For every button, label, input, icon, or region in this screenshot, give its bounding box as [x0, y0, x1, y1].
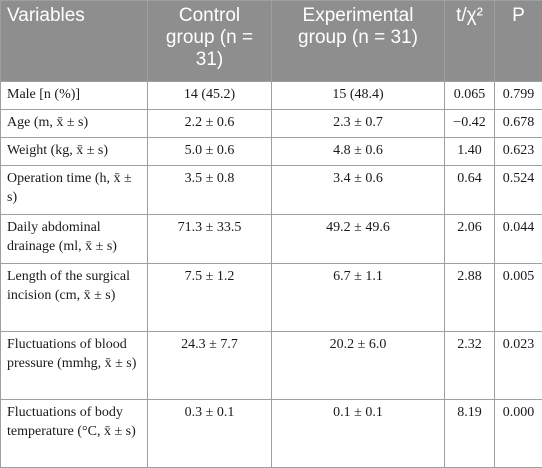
row-experimental-value: 20.2 ± 6.0 [272, 332, 445, 400]
row-variable: Fluctuations of blood pressure (mmhg, x̄… [1, 332, 148, 400]
row-control-value: 14 (45.2) [148, 82, 272, 110]
row-p-value: 0.000 [495, 400, 542, 468]
row-variable: Weight (kg, x̄ ± s) [1, 138, 148, 166]
table-row: Fluctuations of blood pressure (mmhg, x̄… [1, 332, 542, 400]
row-p-value: 0.044 [495, 215, 542, 264]
row-p-value: 0.678 [495, 110, 542, 138]
header-test-statistic: t/χ² [445, 1, 495, 82]
header-control-group: Control group (n = 31) [148, 1, 272, 82]
row-experimental-value: 49.2 ± 49.6 [272, 215, 445, 264]
table-row: Operation time (h, x̄ ± s) 3.5 ± 0.8 3.4… [1, 166, 542, 215]
row-experimental-value: 15 (48.4) [272, 82, 445, 110]
row-control-value: 0.3 ± 0.1 [148, 400, 272, 468]
table-row: Fluctuations of body temperature (°C, x̄… [1, 400, 542, 468]
row-control-value: 5.0 ± 0.6 [148, 138, 272, 166]
row-experimental-value: 3.4 ± 0.6 [272, 166, 445, 215]
row-variable: Age (m, x̄ ± s) [1, 110, 148, 138]
row-p-value: 0.799 [495, 82, 542, 110]
row-p-value: 0.623 [495, 138, 542, 166]
table-row: Male [n (%)] 14 (45.2) 15 (48.4) 0.065 0… [1, 82, 542, 110]
row-variable: Male [n (%)] [1, 82, 148, 110]
table-row: Weight (kg, x̄ ± s) 5.0 ± 0.6 4.8 ± 0.6 … [1, 138, 542, 166]
row-control-value: 24.3 ± 7.7 [148, 332, 272, 400]
row-p-value: 0.524 [495, 166, 542, 215]
row-test-statistic: −0.42 [445, 110, 495, 138]
header-experimental-group: Experimental group (n = 31) [272, 1, 445, 82]
row-test-statistic: 0.065 [445, 82, 495, 110]
header-p-value: P [495, 1, 542, 82]
row-variable: Operation time (h, x̄ ± s) [1, 166, 148, 215]
row-test-statistic: 2.06 [445, 215, 495, 264]
table-row: Length of the surgical incision (cm, x̄ … [1, 264, 542, 332]
row-experimental-value: 4.8 ± 0.6 [272, 138, 445, 166]
table-row: Daily abdominal drainage (ml, x̄ ± s) 71… [1, 215, 542, 264]
row-p-value: 0.023 [495, 332, 542, 400]
table-row: Age (m, x̄ ± s) 2.2 ± 0.6 2.3 ± 0.7 −0.4… [1, 110, 542, 138]
row-test-statistic: 1.40 [445, 138, 495, 166]
header-variables: Variables [1, 1, 148, 82]
table-header-row: Variables Control group (n = 31) Experim… [1, 1, 542, 82]
row-experimental-value: 2.3 ± 0.7 [272, 110, 445, 138]
row-control-value: 71.3 ± 33.5 [148, 215, 272, 264]
row-variable: Daily abdominal drainage (ml, x̄ ± s) [1, 215, 148, 264]
row-control-value: 2.2 ± 0.6 [148, 110, 272, 138]
row-variable: Length of the surgical incision (cm, x̄ … [1, 264, 148, 332]
row-experimental-value: 6.7 ± 1.1 [272, 264, 445, 332]
row-p-value: 0.005 [495, 264, 542, 332]
row-control-value: 7.5 ± 1.2 [148, 264, 272, 332]
row-control-value: 3.5 ± 0.8 [148, 166, 272, 215]
row-variable: Fluctuations of body temperature (°C, x̄… [1, 400, 148, 468]
row-test-statistic: 2.88 [445, 264, 495, 332]
row-test-statistic: 8.19 [445, 400, 495, 468]
row-test-statistic: 2.32 [445, 332, 495, 400]
row-test-statistic: 0.64 [445, 166, 495, 215]
row-experimental-value: 0.1 ± 0.1 [272, 400, 445, 468]
